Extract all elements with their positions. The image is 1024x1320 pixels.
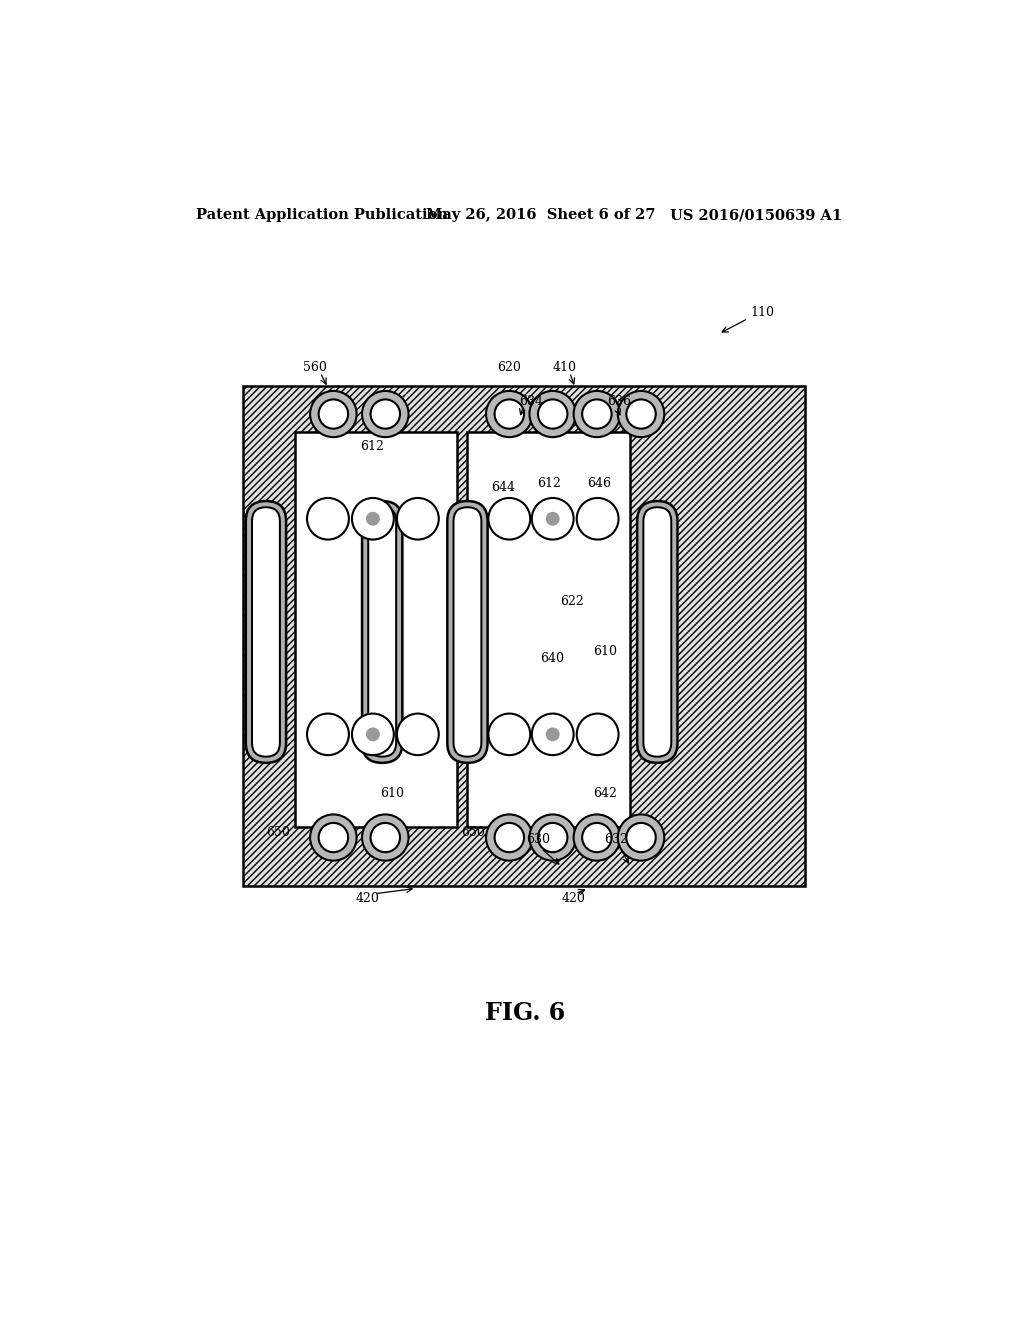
Circle shape: [627, 400, 655, 429]
Text: 612: 612: [538, 477, 561, 490]
Circle shape: [546, 727, 560, 742]
Circle shape: [531, 498, 573, 540]
FancyBboxPatch shape: [637, 502, 678, 763]
FancyBboxPatch shape: [369, 507, 396, 756]
Text: 636: 636: [607, 395, 631, 408]
Text: 420: 420: [562, 892, 586, 906]
Text: 650: 650: [266, 826, 290, 840]
Circle shape: [318, 400, 348, 429]
Circle shape: [577, 714, 618, 755]
Circle shape: [583, 400, 611, 429]
Circle shape: [310, 814, 356, 861]
FancyBboxPatch shape: [246, 502, 286, 763]
Circle shape: [307, 498, 349, 540]
Text: 630: 630: [526, 833, 550, 846]
Circle shape: [495, 400, 524, 429]
Text: 612: 612: [360, 440, 384, 453]
Text: 110: 110: [751, 306, 774, 319]
Circle shape: [538, 400, 567, 429]
Text: 610: 610: [380, 787, 403, 800]
Circle shape: [366, 727, 380, 742]
Circle shape: [366, 512, 380, 525]
Bar: [467, 432, 630, 826]
Text: May 26, 2016  Sheet 6 of 27: May 26, 2016 Sheet 6 of 27: [426, 209, 656, 222]
Text: Patent Application Publication: Patent Application Publication: [197, 209, 449, 222]
Text: 420: 420: [356, 892, 380, 906]
Bar: [295, 432, 458, 826]
Circle shape: [352, 714, 394, 755]
Circle shape: [627, 822, 655, 853]
Circle shape: [488, 498, 530, 540]
Circle shape: [352, 498, 394, 540]
FancyBboxPatch shape: [447, 502, 487, 763]
Text: 610: 610: [593, 644, 617, 657]
Circle shape: [397, 714, 438, 755]
Text: 644: 644: [490, 480, 515, 494]
Circle shape: [371, 822, 400, 853]
Circle shape: [495, 822, 524, 853]
Text: 634: 634: [519, 395, 544, 408]
Circle shape: [307, 714, 349, 755]
FancyBboxPatch shape: [252, 507, 280, 756]
Circle shape: [531, 714, 573, 755]
Text: 646: 646: [587, 477, 610, 490]
Text: 410: 410: [553, 362, 577, 375]
FancyBboxPatch shape: [643, 507, 672, 756]
Circle shape: [486, 391, 532, 437]
Circle shape: [529, 391, 575, 437]
Circle shape: [617, 391, 665, 437]
Text: US 2016/0150639 A1: US 2016/0150639 A1: [671, 209, 843, 222]
Text: 642: 642: [593, 787, 616, 800]
Circle shape: [573, 814, 621, 861]
Circle shape: [488, 714, 530, 755]
Circle shape: [362, 814, 409, 861]
Circle shape: [617, 814, 665, 861]
Circle shape: [318, 822, 348, 853]
Circle shape: [310, 391, 356, 437]
Text: 622: 622: [560, 594, 585, 607]
Circle shape: [529, 814, 575, 861]
Circle shape: [583, 822, 611, 853]
Circle shape: [538, 822, 567, 853]
Circle shape: [573, 391, 621, 437]
Circle shape: [371, 400, 400, 429]
Bar: [243, 385, 805, 886]
Text: 632: 632: [604, 833, 628, 846]
Text: 640: 640: [541, 652, 564, 665]
Text: 560: 560: [303, 362, 327, 375]
FancyBboxPatch shape: [362, 502, 402, 763]
Text: 650: 650: [461, 826, 485, 840]
Text: FIG. 6: FIG. 6: [484, 1001, 565, 1026]
Circle shape: [546, 512, 560, 525]
Circle shape: [577, 498, 618, 540]
Circle shape: [486, 814, 532, 861]
Circle shape: [362, 391, 409, 437]
Circle shape: [397, 498, 438, 540]
FancyBboxPatch shape: [454, 507, 481, 756]
Text: 620: 620: [497, 362, 521, 375]
